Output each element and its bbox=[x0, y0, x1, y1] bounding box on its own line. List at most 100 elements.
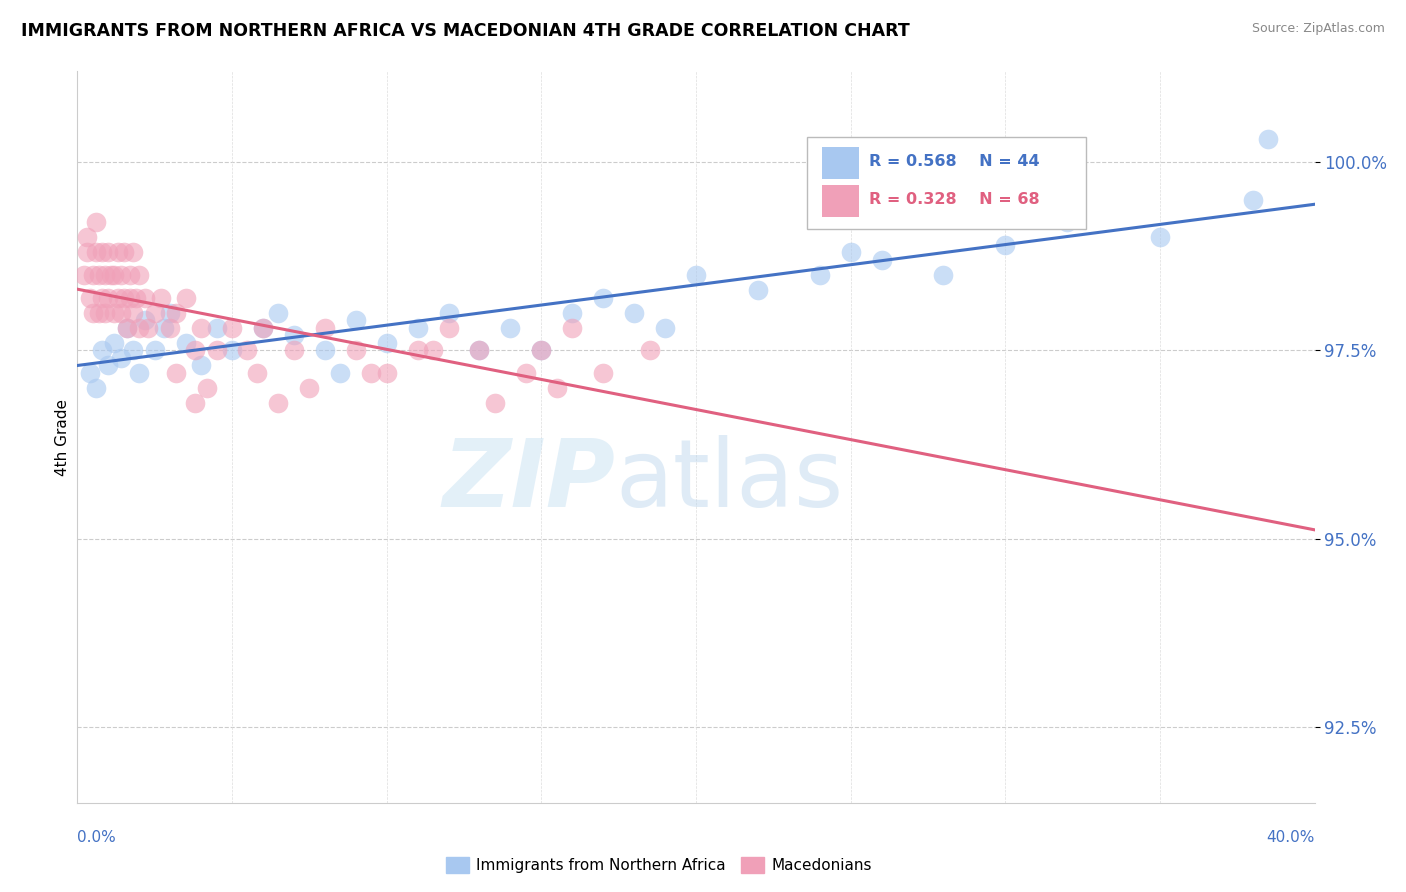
Point bbox=[115, 320, 138, 334]
Point bbox=[484, 396, 506, 410]
Point bbox=[128, 268, 150, 282]
Point bbox=[91, 245, 114, 260]
Point bbox=[515, 366, 537, 380]
Text: R = 0.328    N = 68: R = 0.328 N = 68 bbox=[869, 193, 1040, 207]
Point bbox=[592, 291, 614, 305]
Point bbox=[165, 306, 187, 320]
Point bbox=[190, 359, 212, 373]
Point bbox=[149, 291, 172, 305]
Point bbox=[76, 230, 98, 244]
Point bbox=[128, 366, 150, 380]
Point bbox=[110, 351, 132, 365]
Point bbox=[91, 291, 114, 305]
Point bbox=[115, 320, 138, 334]
Point bbox=[82, 268, 104, 282]
Point bbox=[84, 381, 107, 395]
Point bbox=[468, 343, 491, 358]
Text: R = 0.568    N = 44: R = 0.568 N = 44 bbox=[869, 153, 1040, 169]
Point bbox=[375, 335, 398, 350]
Point bbox=[360, 366, 382, 380]
Point bbox=[159, 306, 181, 320]
Point bbox=[747, 283, 769, 297]
Point bbox=[87, 268, 110, 282]
Point bbox=[267, 306, 290, 320]
Point bbox=[138, 320, 160, 334]
Point bbox=[530, 343, 553, 358]
Point bbox=[79, 291, 101, 305]
Point bbox=[97, 359, 120, 373]
Point bbox=[406, 343, 429, 358]
Point bbox=[125, 291, 148, 305]
Text: 40.0%: 40.0% bbox=[1267, 830, 1315, 845]
Point bbox=[236, 343, 259, 358]
Point bbox=[195, 381, 218, 395]
Point bbox=[174, 335, 197, 350]
Point bbox=[100, 268, 122, 282]
FancyBboxPatch shape bbox=[807, 137, 1085, 228]
Y-axis label: 4th Grade: 4th Grade bbox=[55, 399, 70, 475]
Point bbox=[134, 291, 156, 305]
Point bbox=[159, 320, 181, 334]
Text: atlas: atlas bbox=[616, 435, 844, 527]
Point bbox=[82, 306, 104, 320]
Point bbox=[143, 306, 166, 320]
Point bbox=[252, 320, 274, 334]
Point bbox=[134, 313, 156, 327]
Point bbox=[221, 343, 243, 358]
Point bbox=[190, 320, 212, 334]
Point bbox=[184, 343, 207, 358]
Point bbox=[530, 343, 553, 358]
Point bbox=[103, 306, 125, 320]
Point bbox=[561, 320, 583, 334]
Point bbox=[870, 252, 893, 267]
Point bbox=[592, 366, 614, 380]
Point bbox=[375, 366, 398, 380]
Point bbox=[76, 245, 98, 260]
Point bbox=[1257, 132, 1279, 146]
Point bbox=[118, 291, 141, 305]
Point bbox=[685, 268, 707, 282]
Legend: Immigrants from Northern Africa, Macedonians: Immigrants from Northern Africa, Macedon… bbox=[440, 851, 879, 880]
Point bbox=[654, 320, 676, 334]
Point bbox=[994, 237, 1017, 252]
Point bbox=[110, 306, 132, 320]
Point bbox=[437, 306, 460, 320]
Text: ZIP: ZIP bbox=[443, 435, 616, 527]
Point bbox=[122, 343, 145, 358]
Point bbox=[122, 245, 145, 260]
Point bbox=[118, 268, 141, 282]
Point bbox=[221, 320, 243, 334]
Point bbox=[808, 268, 831, 282]
Point bbox=[437, 320, 460, 334]
Point bbox=[79, 366, 101, 380]
Text: 0.0%: 0.0% bbox=[77, 830, 117, 845]
Point bbox=[283, 328, 305, 343]
FancyBboxPatch shape bbox=[823, 186, 859, 218]
Point bbox=[94, 306, 117, 320]
Point bbox=[112, 291, 135, 305]
Point bbox=[406, 320, 429, 334]
Point bbox=[1241, 193, 1264, 207]
Point bbox=[314, 343, 336, 358]
Point bbox=[103, 335, 125, 350]
Point bbox=[252, 320, 274, 334]
Point bbox=[128, 320, 150, 334]
Point bbox=[314, 320, 336, 334]
FancyBboxPatch shape bbox=[823, 147, 859, 179]
Point bbox=[205, 320, 228, 334]
Point bbox=[623, 306, 645, 320]
Point bbox=[165, 366, 187, 380]
Point bbox=[103, 268, 125, 282]
Point bbox=[468, 343, 491, 358]
Text: Source: ZipAtlas.com: Source: ZipAtlas.com bbox=[1251, 22, 1385, 36]
Point bbox=[97, 291, 120, 305]
Point bbox=[329, 366, 352, 380]
Point bbox=[638, 343, 661, 358]
Text: IMMIGRANTS FROM NORTHERN AFRICA VS MACEDONIAN 4TH GRADE CORRELATION CHART: IMMIGRANTS FROM NORTHERN AFRICA VS MACED… bbox=[21, 22, 910, 40]
Point bbox=[344, 343, 367, 358]
Point bbox=[546, 381, 568, 395]
Point bbox=[298, 381, 321, 395]
Point bbox=[94, 268, 117, 282]
Point bbox=[344, 313, 367, 327]
Point bbox=[499, 320, 522, 334]
